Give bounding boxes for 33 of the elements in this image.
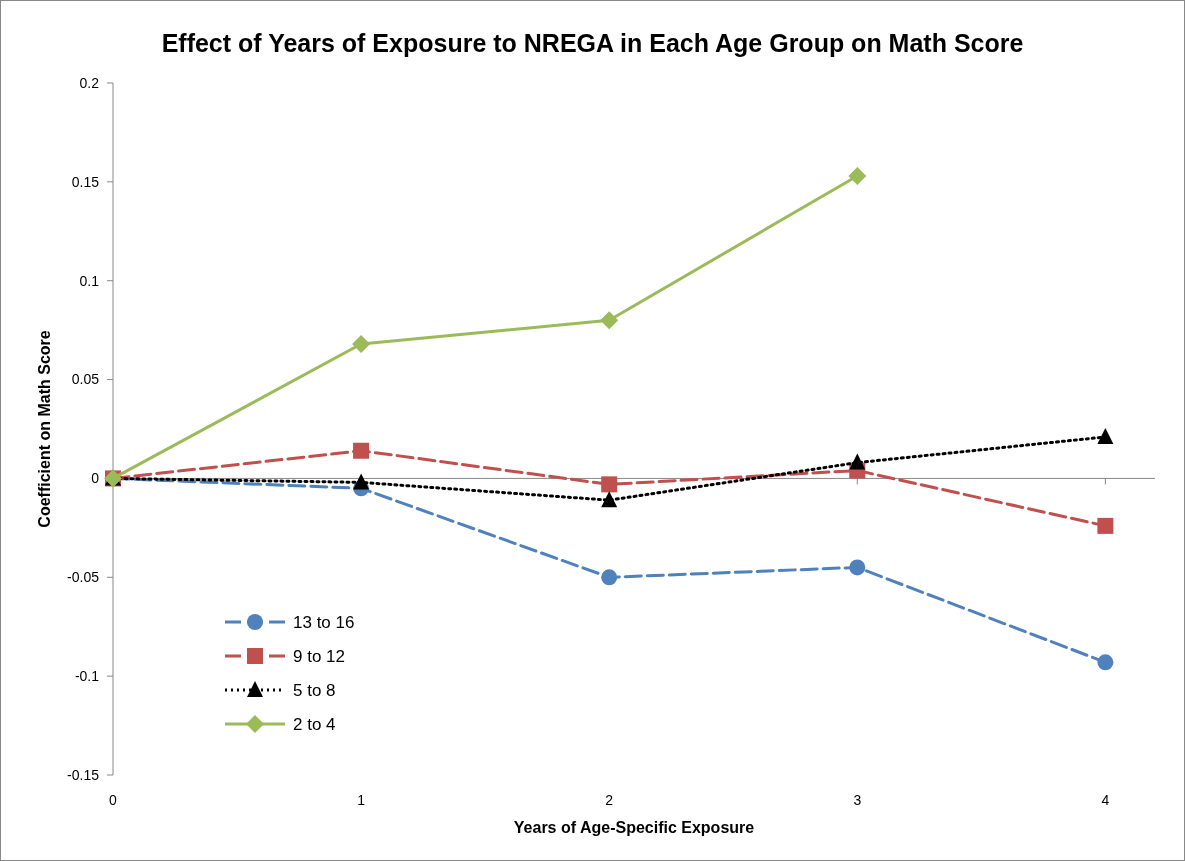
point [601,569,618,586]
y-tick-label: -0.15 [67,766,100,783]
legend-label: 13 to 16 [293,612,355,632]
legend-label: 2 to 4 [293,714,336,734]
y-tick-label: -0.05 [67,569,100,586]
y-tick-label: -0.1 [74,668,100,685]
y-tick-label: 0.15 [71,173,100,190]
point [353,473,370,490]
x-tick-label: 3 [853,792,862,808]
y-tick-label: 0.1 [79,272,100,289]
point [600,311,619,330]
point [601,476,618,493]
point [353,442,370,459]
x-axis-title: Years of Age-Specific Exposure [513,819,755,836]
point [1097,427,1114,444]
point [849,559,866,576]
point [601,491,618,508]
chart-title: Effect of Years of Exposure to NREGA in Each Age Group on Math Score [161,29,1024,57]
point [849,453,866,470]
y-tick-label: 0.05 [71,371,100,388]
point [1097,517,1114,534]
y-axis-title: Coefficient on Math Score [36,330,53,528]
y-tick-label: 0 [91,470,100,487]
legend-label: 5 to 8 [293,680,336,700]
x-tick-label: 4 [1101,792,1110,808]
x-tick-label: 1 [357,792,366,808]
x-tick-label: 2 [605,792,614,808]
point [352,334,371,353]
point [848,166,867,185]
x-tick-label: 0 [109,792,118,808]
legend-label: 9 to 12 [293,646,345,666]
point [1097,654,1114,671]
y-tick-label: 0.2 [79,74,100,91]
